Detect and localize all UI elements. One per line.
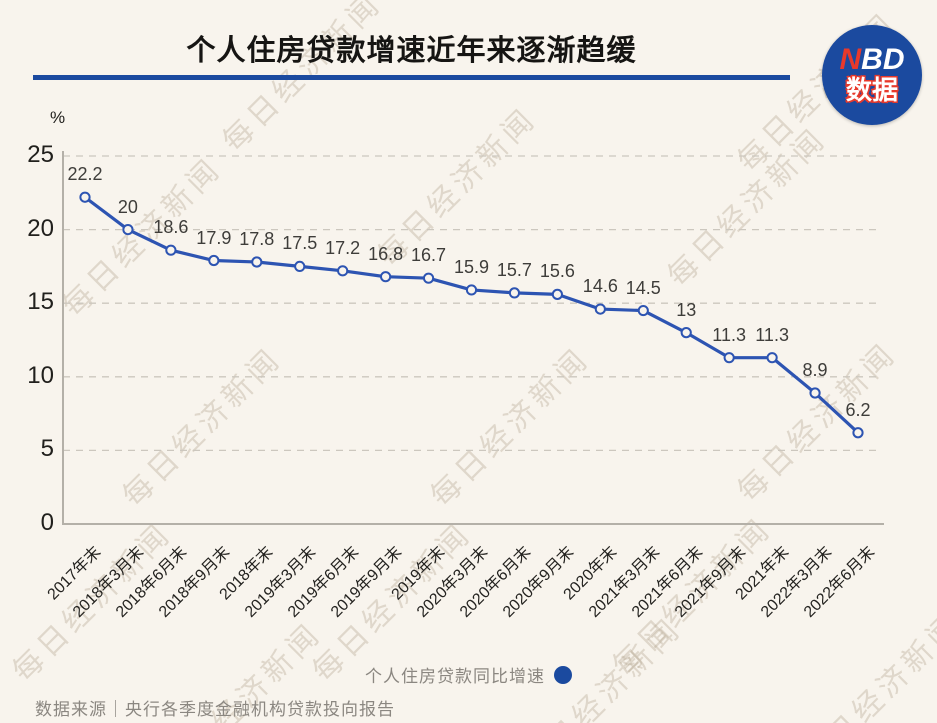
data-point-label: 17.5 [282, 233, 318, 254]
y-tick-label: 20 [27, 214, 54, 242]
legend-dot-icon [554, 665, 572, 684]
data-point-label: 17.8 [239, 228, 275, 249]
data-point-marker [294, 260, 306, 272]
data-point-marker [594, 303, 606, 315]
data-point-marker [251, 256, 263, 268]
data-point-marker [766, 352, 778, 364]
data-source-note: 数据来源｜央行各季度金融机构贷款投向报告 [35, 700, 395, 719]
data-point-label: 14.6 [582, 276, 618, 297]
data-point-marker [165, 244, 177, 256]
data-point-marker [337, 265, 349, 277]
data-point-label: 15.7 [496, 259, 532, 280]
data-point-marker [380, 271, 392, 283]
data-point-marker [79, 191, 91, 203]
chart-legend: 个人住房贷款同比增速 [0, 662, 937, 687]
data-point-marker [852, 427, 864, 439]
data-point-label: 15.6 [539, 261, 575, 282]
data-point-label: 20 [117, 196, 138, 217]
data-point-marker [465, 284, 478, 296]
data-point-label: 16.7 [411, 245, 447, 266]
data-point-label: 8.9 [802, 359, 828, 380]
page-title: 个人住房贷款增速近年来逐渐趋缓 [186, 35, 637, 67]
data-point-marker [723, 352, 735, 364]
data-point-label: 22.2 [67, 164, 103, 185]
data-point-label: 17.9 [196, 227, 232, 248]
data-point-label: 17.2 [325, 237, 361, 258]
data-point-marker [508, 287, 521, 299]
y-axis-unit-label: % [50, 108, 66, 127]
y-tick-label: 0 [40, 509, 54, 536]
data-point-label: 14.5 [625, 277, 661, 298]
data-point-marker [680, 327, 692, 339]
nbd-logo-bd: BD [861, 43, 905, 76]
data-point-label: 11.3 [712, 324, 747, 345]
y-tick-label: 15 [27, 288, 54, 316]
data-point-marker [208, 254, 220, 267]
nbd-logo: NBD 数据 [822, 25, 922, 125]
data-point-marker [637, 304, 649, 317]
nbd-logo-text: NBD [839, 45, 904, 75]
data-point-label: 13 [676, 299, 697, 320]
data-point-marker [422, 272, 435, 284]
data-point-label: 18.6 [153, 217, 189, 238]
data-point-marker [551, 288, 563, 300]
nbd-logo-caption: 数据 [845, 75, 898, 105]
data-point-marker [122, 224, 134, 236]
y-tick-label: 5 [40, 435, 54, 463]
title-underline [33, 75, 790, 80]
y-tick-label: 25 [27, 141, 54, 168]
data-point-label: 16.8 [368, 243, 404, 264]
y-tick-label: 10 [27, 361, 54, 389]
legend-label: 个人住房贷款同比增速 [365, 667, 545, 686]
nbd-logo-n: N [839, 43, 862, 76]
data-point-label: 11.3 [755, 324, 789, 345]
data-point-marker [809, 387, 821, 399]
data-point-label: 6.2 [845, 399, 871, 420]
data-point-label: 15.9 [453, 256, 490, 277]
